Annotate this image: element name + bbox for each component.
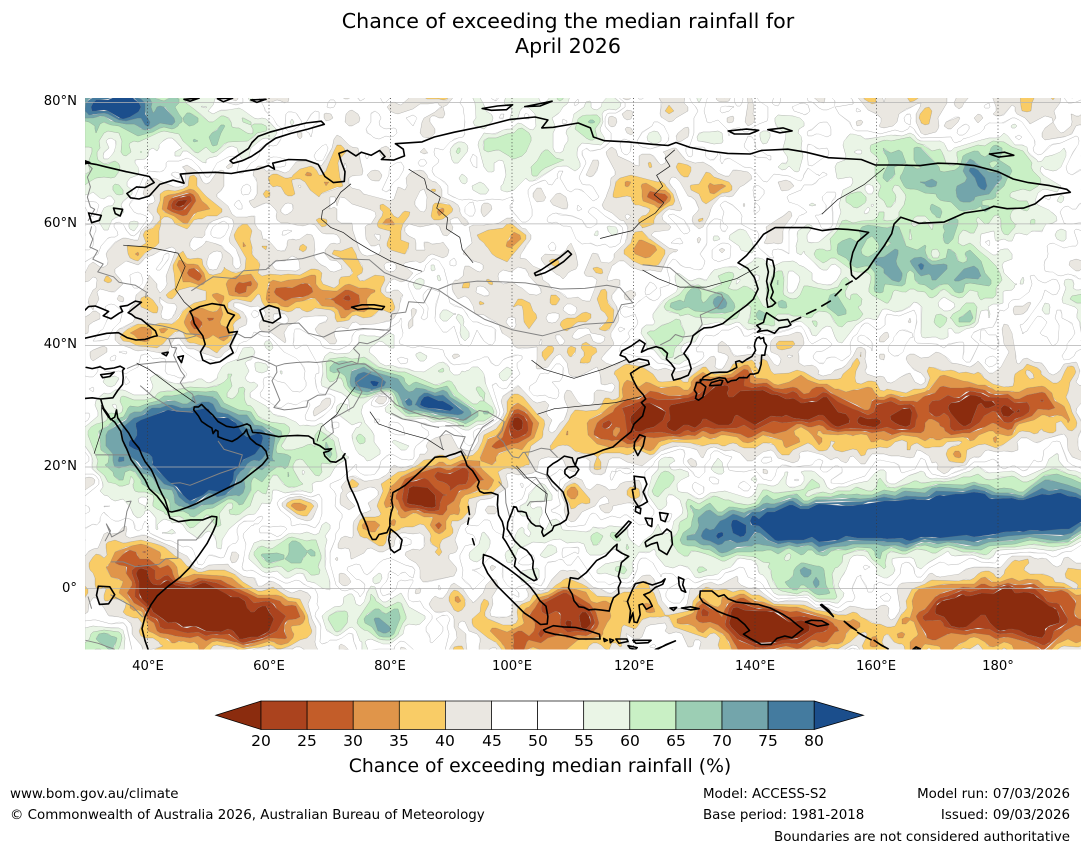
x-axis-tick-label-3: 100°E — [491, 659, 533, 674]
colorbar-segment-5 — [445, 700, 492, 730]
colorbar-tick-label-5: 45 — [482, 732, 502, 750]
rivers — [93, 149, 885, 527]
x-axis-tick-label-4: 120°E — [613, 659, 655, 674]
colorbar-segment-4 — [398, 700, 446, 730]
colorbar-segment-12 — [767, 700, 815, 730]
y-axis-tick-label-0: 80°N — [43, 94, 77, 109]
colorbar-segment-1 — [260, 700, 308, 730]
x-axis-tick-label-1: 60°E — [253, 659, 285, 674]
x-axis-tick-label-7: 180° — [982, 659, 1014, 674]
y-axis-tick-label-2: 40°N — [43, 337, 77, 352]
colorbar-tick-label-7: 55 — [574, 732, 594, 750]
country-borders — [85, 164, 724, 650]
colorbar-tick-label-10: 70 — [712, 732, 732, 750]
map-canvas — [85, 98, 1081, 650]
colorbar-tick-label-1: 25 — [297, 732, 317, 750]
footer-base-period: Base period: 1981-2018 — [703, 808, 865, 823]
colorbar-tick-label-4: 40 — [435, 732, 455, 750]
chart-title-line2: April 2026 — [514, 34, 622, 58]
y-axis-tick-label-3: 20°N — [43, 459, 77, 474]
coastlines — [85, 98, 1072, 650]
colorbar-segment-8 — [583, 700, 631, 730]
colorbar-tick-label-11: 75 — [758, 732, 778, 750]
colorbar-area — [0, 693, 1081, 753]
colorbar-segment-6 — [491, 700, 538, 730]
colorbar-left-arrow — [214, 700, 262, 730]
colorbar-segment-2 — [306, 700, 354, 730]
x-axis-tick-label-6: 160°E — [855, 659, 897, 674]
colorbar — [214, 700, 865, 730]
colorbar-tick-label-9: 65 — [666, 732, 686, 750]
y-axis-tick-label-1: 60°N — [43, 216, 77, 231]
colorbar-tick-label-12: 80 — [804, 732, 824, 750]
footer-disclaimer: Boundaries are not considered authoritat… — [774, 830, 1070, 845]
footer-model: Model: ACCESS-S2 — [703, 787, 827, 802]
coastline-path — [85, 98, 1072, 650]
country-border-path — [85, 164, 724, 650]
colorbar-segment-3 — [352, 700, 400, 730]
footer-issued: Issued: 09/03/2026 — [940, 808, 1070, 823]
x-axis-tick-label-5: 140°E — [734, 659, 776, 674]
latitude-gridlines — [85, 102, 1081, 589]
colorbar-segment-10 — [675, 700, 723, 730]
x-axis-tick-label-2: 80°E — [374, 659, 406, 674]
colorbar-right-arrow — [813, 700, 865, 730]
footer-website: www.bom.gov.au/climate — [10, 787, 179, 802]
colorbar-tick-label-0: 20 — [251, 732, 271, 750]
chart-title-line1: Chance of exceeding the median rainfall … — [341, 9, 795, 33]
footer-copyright: © Commonwealth of Australia 2026, Austra… — [10, 808, 485, 823]
footer-model-run: Model run: 07/03/2026 — [917, 787, 1070, 802]
river-path — [93, 149, 885, 527]
probability-field — [85, 98, 1081, 650]
colorbar-tick-label-2: 30 — [343, 732, 363, 750]
colorbar-segment-11 — [721, 700, 769, 730]
colorbar-segment-9 — [629, 700, 677, 730]
latitude-gridline-path — [85, 102, 1081, 589]
colorbar-caption: Chance of exceeding median rainfall (%) — [348, 756, 732, 777]
colorbar-tick-label-3: 35 — [389, 732, 409, 750]
x-axis-tick-label-0: 40°E — [132, 659, 164, 674]
colorbar-segment-7 — [537, 700, 585, 730]
y-axis-tick-label-4: 0° — [62, 581, 77, 596]
colorbar-tick-label-6: 50 — [528, 732, 548, 750]
colorbar-tick-label-8: 60 — [620, 732, 640, 750]
chart-title: Chance of exceeding the median rainfall … — [342, 9, 794, 59]
